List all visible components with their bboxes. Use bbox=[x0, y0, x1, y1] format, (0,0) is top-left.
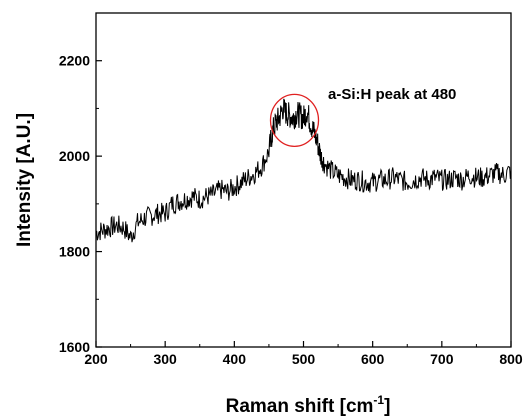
x-tick-label: 700 bbox=[430, 351, 454, 367]
y-tick-label: 1800 bbox=[59, 244, 90, 260]
x-axis-title: Raman shift [cm-1] bbox=[226, 393, 391, 417]
raman-spectrum-line bbox=[95, 98, 512, 243]
y-tick-label: 1600 bbox=[59, 339, 90, 355]
y-tick-label: 2200 bbox=[59, 53, 90, 69]
x-axis-title-sup: -1 bbox=[373, 393, 384, 407]
ticks-layer: 200 300 400 500 600 700 800 1600 1800 2000 2200 bbox=[59, 53, 523, 367]
x-tick-label: 500 bbox=[292, 351, 316, 367]
x-axis-title-suffix: ] bbox=[384, 396, 390, 417]
x-tick-label: 200 bbox=[84, 351, 108, 367]
plot-layer bbox=[95, 98, 512, 243]
x-tick-label: 800 bbox=[499, 351, 523, 367]
y-axis-title: Intensity [A.U.] bbox=[14, 113, 35, 247]
x-axis-title-main: Raman shift [cm bbox=[226, 396, 374, 417]
x-tick-label: 600 bbox=[361, 351, 385, 367]
x-tick-label: 300 bbox=[153, 351, 177, 367]
peak-annotation: a-Si:H peak at 480 bbox=[328, 86, 456, 103]
y-tick-label: 2000 bbox=[59, 148, 90, 164]
x-tick-label: 400 bbox=[223, 351, 247, 367]
peak-circle bbox=[269, 93, 320, 148]
